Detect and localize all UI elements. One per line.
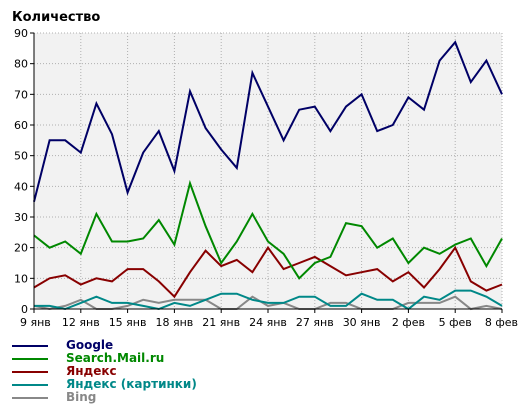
legend-swatch <box>12 357 48 360</box>
legend-label: Search.Mail.ru <box>66 351 165 365</box>
y-tick-labels: 0 10 20 30 40 50 60 70 80 90 <box>14 27 28 316</box>
x-tick-label: 18 янв <box>156 316 194 329</box>
x-tick-label: 9 янв <box>20 316 51 329</box>
y-tick-label: 90 <box>14 27 28 40</box>
legend-item: Bing <box>12 391 197 404</box>
y-axis-title: Количество <box>12 10 100 25</box>
y-tick-label: 10 <box>14 272 28 285</box>
x-tick-label: 30 янв <box>343 316 381 329</box>
x-tick-label: 2 фев <box>392 316 425 329</box>
y-tick-label: 70 <box>14 88 28 101</box>
y-tick-label: 60 <box>14 119 28 132</box>
legend-label: Яндекс <box>66 364 117 378</box>
series-line-яндекс <box>33 245 503 299</box>
axes <box>30 32 503 313</box>
y-tick-label: 20 <box>14 242 28 255</box>
x-tick-label: 21 янв <box>202 316 240 329</box>
legend-item: Google <box>12 339 197 352</box>
legend-swatch <box>12 383 48 386</box>
x-tick-label: 27 янв <box>296 316 334 329</box>
x-tick-label: 15 янв <box>109 316 147 329</box>
legend-swatch <box>12 370 48 373</box>
x-tick-label: 24 янв <box>249 316 287 329</box>
line-chart: Количество 0 10 20 30 40 50 60 70 80 90 9 янв 12 я… <box>12 10 518 329</box>
legend-swatch <box>12 396 48 399</box>
y-tick-label: 80 <box>14 58 28 71</box>
series-line-search-mail-ru <box>33 179 503 280</box>
series-line-google <box>33 40 503 202</box>
y-tick-label: 50 <box>14 150 28 163</box>
x-tick-label: 12 янв <box>62 316 100 329</box>
legend: Google Search.Mail.ru Яндекс Яндекс (картин… <box>12 339 197 404</box>
x-tick-label: 5 фев <box>439 316 472 329</box>
x-tick-label: 8 фев <box>485 316 518 329</box>
series-line-яндекс-картинки <box>34 289 503 311</box>
y-tick-label: 0 <box>21 303 28 316</box>
legend-item: Яндекс <box>12 365 197 378</box>
y-tick-label: 40 <box>14 180 28 193</box>
x-tick-labels: 9 янв 12 янв 15 янв 18 янв 21 янв 24 янв 27 ян… <box>20 316 518 329</box>
legend-item: Search.Mail.ru <box>12 352 197 365</box>
y-tick-label: 30 <box>14 211 28 224</box>
legend-item: Яндекс (картинки) <box>12 378 197 391</box>
legend-label: Bing <box>66 390 97 404</box>
legend-label: Google <box>66 338 114 352</box>
legend-swatch <box>12 344 48 347</box>
legend-label: Яндекс (картинки) <box>66 377 197 391</box>
